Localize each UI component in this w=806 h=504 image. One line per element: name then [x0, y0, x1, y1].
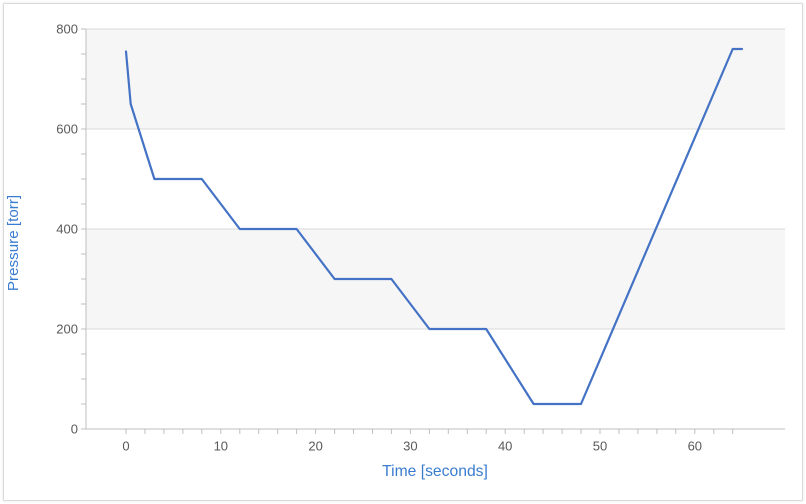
svg-text:60: 60	[688, 439, 702, 454]
svg-text:600: 600	[56, 122, 78, 137]
svg-text:0: 0	[122, 439, 129, 454]
svg-text:400: 400	[56, 222, 78, 237]
svg-text:40: 40	[498, 439, 512, 454]
svg-text:Time [seconds]: Time [seconds]	[382, 463, 488, 480]
svg-text:Pressure [torr]: Pressure [torr]	[5, 195, 22, 291]
svg-text:10: 10	[214, 439, 228, 454]
svg-text:200: 200	[56, 322, 78, 337]
svg-text:800: 800	[56, 22, 78, 37]
svg-text:30: 30	[403, 439, 417, 454]
svg-text:0: 0	[71, 422, 78, 437]
svg-text:20: 20	[308, 439, 322, 454]
svg-text:50: 50	[593, 439, 607, 454]
